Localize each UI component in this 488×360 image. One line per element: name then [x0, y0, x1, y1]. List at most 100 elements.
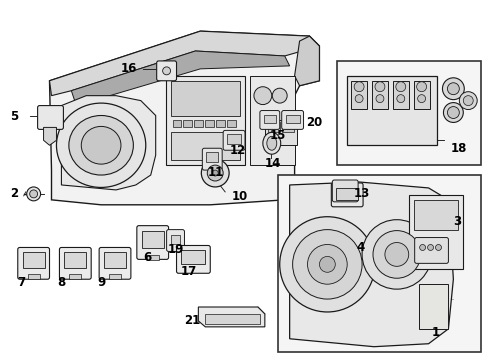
FancyBboxPatch shape [202, 148, 222, 170]
Circle shape [279, 217, 374, 312]
Bar [146, 255, 158, 260]
Ellipse shape [272, 88, 286, 103]
Circle shape [374, 82, 384, 92]
Circle shape [458, 92, 476, 109]
Polygon shape [49, 31, 319, 205]
Ellipse shape [266, 136, 276, 150]
Bar [194, 121, 203, 127]
FancyBboxPatch shape [38, 105, 63, 129]
Ellipse shape [81, 126, 121, 164]
Bar [418, 284, 447, 329]
Circle shape [462, 96, 472, 105]
Text: 17: 17 [180, 265, 196, 278]
Text: 5: 5 [10, 110, 18, 123]
Bar [226, 121, 236, 127]
Bar [336, 188, 357, 200]
Circle shape [419, 244, 425, 251]
Circle shape [447, 83, 458, 95]
FancyBboxPatch shape [332, 180, 357, 202]
Bar [392, 81, 408, 109]
Bar [172, 121, 181, 127]
Bar [170, 81, 240, 116]
Bar [64, 252, 86, 268]
Ellipse shape [56, 103, 145, 188]
Text: 9: 9 [97, 276, 105, 289]
FancyBboxPatch shape [60, 247, 91, 279]
FancyBboxPatch shape [259, 111, 279, 129]
Polygon shape [61, 96, 155, 190]
FancyBboxPatch shape [414, 238, 447, 264]
Bar [216, 121, 224, 127]
Circle shape [163, 67, 170, 75]
Circle shape [395, 82, 405, 92]
Text: 7: 7 [17, 276, 25, 289]
Circle shape [292, 230, 361, 299]
Text: 2: 2 [10, 188, 18, 201]
Bar [226, 134, 241, 144]
Bar [142, 231, 163, 248]
Text: 11: 11 [207, 166, 223, 179]
Bar [249, 76, 294, 165]
Circle shape [435, 244, 441, 251]
Bar [264, 114, 275, 123]
Circle shape [307, 244, 346, 284]
Circle shape [427, 244, 433, 251]
FancyBboxPatch shape [156, 61, 176, 81]
Circle shape [372, 231, 420, 278]
Bar [28, 274, 40, 279]
Ellipse shape [263, 132, 280, 154]
FancyBboxPatch shape [137, 226, 168, 260]
Ellipse shape [69, 116, 133, 175]
Ellipse shape [253, 87, 271, 105]
Polygon shape [49, 31, 319, 96]
Bar [277, 175, 480, 352]
Circle shape [354, 95, 362, 103]
FancyBboxPatch shape [18, 247, 49, 279]
Bar [181, 251, 205, 264]
Text: 6: 6 [142, 251, 151, 264]
Bar [350, 81, 366, 109]
Circle shape [417, 95, 425, 103]
Text: 21: 21 [184, 314, 200, 327]
Circle shape [27, 187, 41, 201]
Text: 8: 8 [57, 276, 65, 289]
Polygon shape [289, 182, 452, 347]
Circle shape [384, 243, 408, 266]
Circle shape [201, 159, 229, 187]
Circle shape [443, 103, 462, 122]
Polygon shape [71, 51, 289, 105]
Bar [205, 121, 214, 127]
Circle shape [207, 165, 223, 181]
Text: 12: 12 [230, 144, 246, 157]
Bar [69, 274, 81, 279]
Text: 10: 10 [232, 190, 248, 203]
Polygon shape [294, 36, 319, 86]
Text: 3: 3 [452, 215, 461, 228]
Circle shape [319, 256, 335, 272]
FancyBboxPatch shape [331, 183, 362, 207]
Text: 13: 13 [353, 188, 369, 201]
Text: 16: 16 [121, 62, 137, 75]
Circle shape [375, 95, 383, 103]
FancyBboxPatch shape [223, 130, 244, 150]
Bar [170, 235, 180, 244]
Text: 18: 18 [449, 142, 466, 155]
Bar [22, 252, 44, 268]
FancyBboxPatch shape [99, 247, 131, 279]
Circle shape [447, 107, 458, 118]
Bar [337, 61, 480, 165]
Bar [109, 274, 121, 279]
Circle shape [30, 190, 38, 198]
Bar [285, 114, 299, 123]
Circle shape [396, 95, 404, 103]
Bar [264, 121, 296, 145]
Circle shape [442, 78, 463, 100]
Polygon shape [43, 127, 56, 145]
Bar [267, 122, 279, 132]
Bar [413, 200, 457, 230]
Circle shape [353, 82, 364, 92]
Bar [408, 195, 462, 269]
Bar [346, 76, 436, 145]
Bar [165, 76, 244, 165]
Bar [413, 81, 428, 109]
